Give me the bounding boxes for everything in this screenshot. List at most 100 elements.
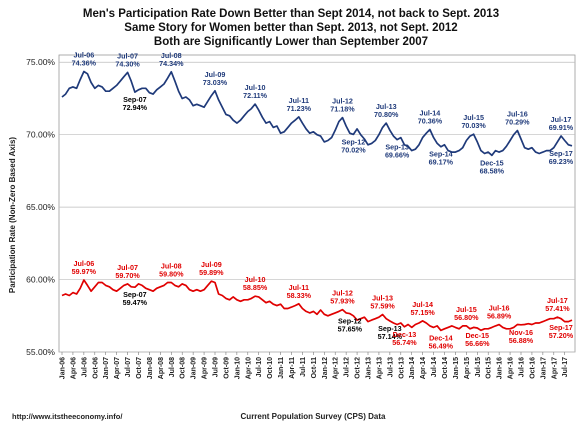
x-tick-label: Apr-12 [333, 357, 340, 379]
annotation-value: 56.74% [392, 338, 417, 347]
annotation-value: 57.14% [378, 332, 403, 341]
annotation-label: Jul-12 [332, 289, 353, 298]
series-lines [61, 70, 573, 332]
x-tick-label: Apr-10 [245, 357, 252, 379]
x-tick-label: Jan-10 [234, 357, 241, 379]
annotation-label: Sep-12 [342, 137, 366, 146]
annotation-value: 69.91% [549, 123, 574, 132]
x-tick-label: Jul-12 [344, 357, 351, 377]
annotation-value: 57.93% [330, 297, 355, 306]
y-tick-label: 60.00% [26, 275, 55, 285]
annotation-label: Jul-10 [245, 83, 266, 92]
annotation-label: Sep-13 [378, 324, 402, 333]
annotation-label: Dec-13 [393, 330, 417, 339]
annotation-label: Jul-17 [551, 115, 572, 124]
annotation-label: Jul-12 [332, 97, 353, 106]
annotation-value: 56.88% [509, 336, 534, 345]
annotation-label: Dec-15 [465, 331, 489, 340]
annotation-label: Jul-09 [201, 260, 222, 269]
x-tick-label: Oct-11 [311, 357, 318, 379]
annotation-value: 59.70% [115, 271, 140, 280]
x-axis-label: Current Population Survey (CPS) Data [241, 412, 386, 421]
annotation-label: Jul-15 [456, 305, 477, 314]
annotation-label: Jul-11 [289, 283, 309, 292]
x-tick-label: Jan-07 [103, 357, 110, 379]
annotation-label: Jul-06 [73, 259, 94, 268]
annotation-value: 68.58% [480, 166, 505, 175]
x-tick-label: Oct-13 [398, 357, 405, 379]
annotation-value: 59.97% [72, 267, 97, 276]
x-axis-ticks: Jan-06 Apr-06 Jul-06 Oct-06 Jan-07 Apr-07 Jul-… [60, 352, 569, 379]
annotation-value: 72.11% [243, 91, 268, 100]
chart-title-line-3: Both are Significantly Lower than Septem… [154, 36, 428, 48]
x-tick-label: Jan-15 [453, 357, 460, 379]
annotation-value: 56.80% [454, 313, 479, 322]
x-tick-label: Jan-13 [366, 357, 373, 379]
annotation-label: Jul-08 [161, 261, 182, 270]
annotation-value: 72.94% [123, 103, 148, 112]
annotation-label: Sep-13 [385, 143, 409, 152]
annotation-value: 70.80% [374, 110, 399, 119]
x-tick-label: Oct-07 [136, 357, 143, 379]
annotation-value: 59.80% [159, 269, 184, 278]
x-tick-label: Apr-14 [420, 357, 427, 379]
annotation-value: 70.02% [341, 145, 366, 154]
annotation-label: Jul-17 [547, 296, 568, 305]
x-tick-label: Jan-09 [191, 357, 198, 379]
annotation-label: Sep-07 [123, 95, 147, 104]
x-tick-label: Oct-16 [529, 357, 536, 379]
annotation-value: 56.66% [465, 339, 490, 348]
annotation-label: Jul-13 [372, 293, 393, 302]
annotation-label: Sep-17 [549, 323, 573, 332]
series-line-2 [61, 279, 573, 332]
annotation-value: 57.41% [545, 304, 570, 313]
x-tick-label: Jan-08 [147, 357, 154, 379]
annotation-value: 57.59% [370, 301, 395, 310]
annotation-value: 69.66% [385, 151, 410, 160]
annotation-label: Jul-09 [205, 70, 226, 79]
x-tick-label: Oct-08 [180, 357, 187, 379]
x-tick-label: Apr-13 [376, 357, 383, 379]
annotation-value: 56.49% [429, 341, 454, 350]
x-tick-label: Jul-10 [256, 357, 263, 377]
annotation-value: 57.65% [338, 325, 363, 334]
x-tick-label: Jul-08 [169, 357, 176, 377]
source-link[interactable]: http://www.itstheeconomy.info/ [12, 412, 123, 421]
annotation-label: Jul-08 [161, 51, 182, 60]
annotation-value: 71.23% [287, 104, 312, 113]
x-tick-label: Jan-06 [60, 357, 67, 379]
annotation-value: 56.89% [487, 312, 512, 321]
chart-title-line-2: Same Story for Women better than Sept. 2… [124, 22, 457, 34]
x-tick-label: Jul-07 [125, 357, 132, 377]
x-tick-label: Jul-09 [213, 357, 220, 377]
x-tick-label: Oct-10 [267, 357, 274, 379]
x-tick-label: Jul-15 [475, 357, 482, 377]
annotation-label: Jul-16 [489, 304, 510, 313]
x-tick-label: Jul-06 [81, 357, 88, 377]
x-tick-label: Apr-15 [464, 357, 471, 379]
annotation-value: 59.89% [199, 268, 224, 277]
annotation-label: Jul-11 [289, 96, 309, 105]
annotation-label: Sep-14 [429, 150, 453, 159]
x-tick-label: Jan-14 [409, 357, 416, 379]
y-axis-ticks: 55.00% 60.00% 65.00% 70.00% 75.00% [26, 57, 575, 357]
annotation-label: Dec-14 [429, 333, 453, 342]
annotation-label: Sep-07 [123, 290, 147, 299]
annotation-label: Jul-07 [117, 51, 138, 60]
y-axis-label: Participation Rate (Non-Zero Based Axis) [8, 137, 17, 294]
annotation-value: 74.30% [115, 59, 140, 68]
annotation-value: 57.15% [410, 308, 435, 317]
x-tick-label: Jan-12 [322, 357, 329, 379]
annotation-label: Nov-16 [509, 328, 533, 337]
x-tick-label: Oct-14 [442, 357, 449, 379]
x-tick-label: Apr-08 [158, 357, 165, 379]
x-tick-label: Apr-07 [114, 357, 121, 379]
annotation-label: Jul-13 [376, 102, 397, 111]
annotation-label: Jul-16 [507, 109, 528, 118]
y-tick-label: 55.00% [26, 347, 55, 357]
annotation-value: 69.23% [549, 157, 574, 166]
annotation-label: Dec-15 [480, 158, 504, 167]
x-tick-label: Oct-12 [355, 357, 362, 379]
annotation-value: 70.03% [461, 121, 486, 130]
